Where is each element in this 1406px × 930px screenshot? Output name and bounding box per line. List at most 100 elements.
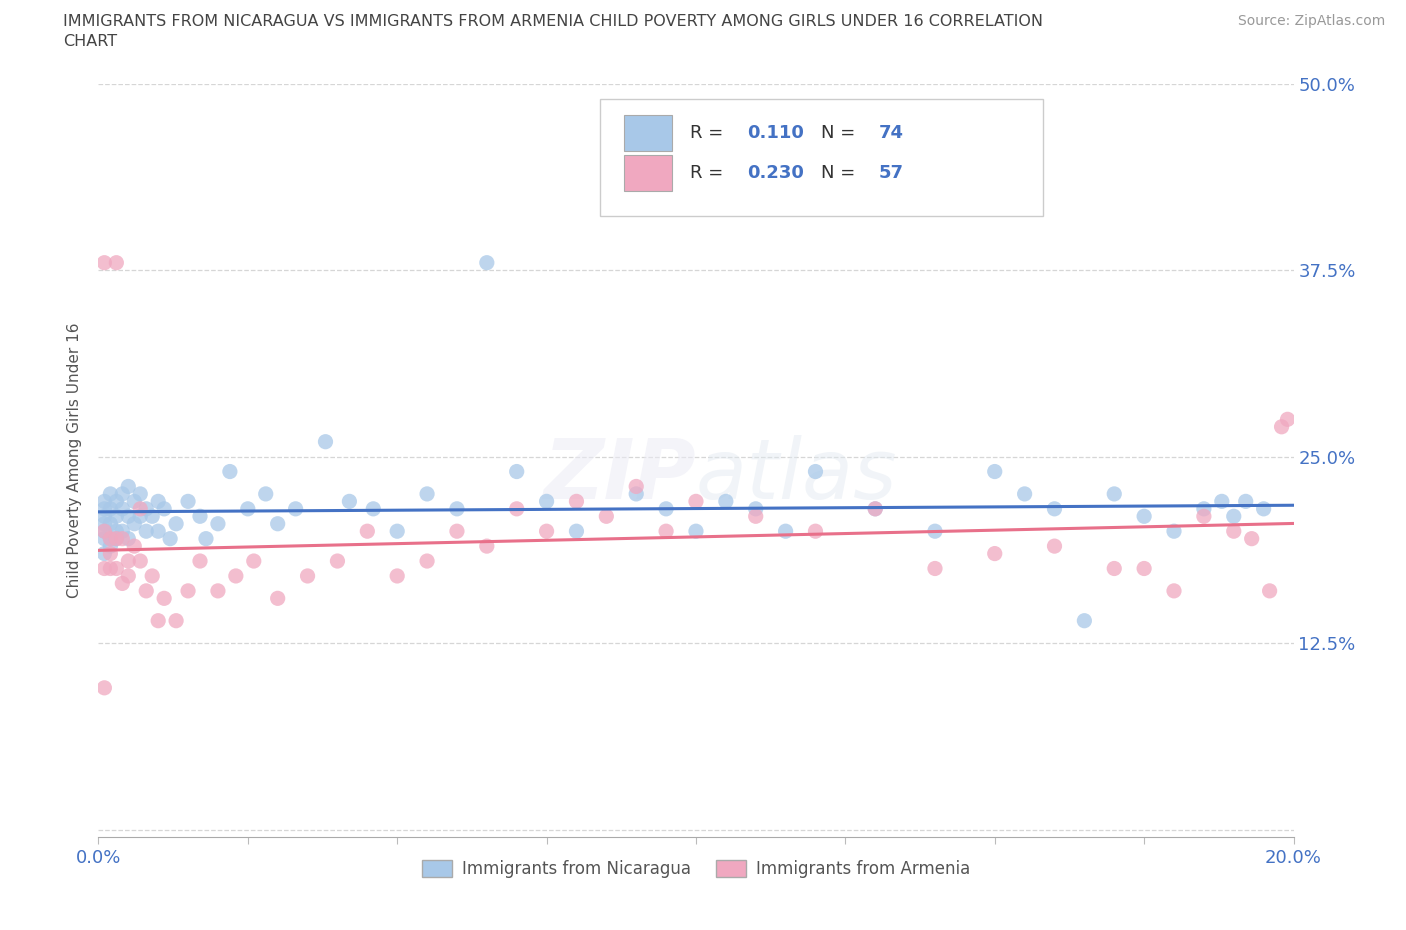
Point [93,546,115,561]
Point [565,494,588,509]
Point [93,255,115,270]
Point [1277,412,1299,427]
Text: R =: R = [690,164,728,181]
Text: ZIP: ZIP [543,435,696,516]
Point [124,494,146,509]
Point [117,553,139,568]
Text: 74: 74 [879,124,904,141]
Point [98,531,122,546]
Point [1223,524,1246,538]
Point [536,524,558,538]
Point [105,561,128,576]
Point [1073,613,1095,628]
Point [284,501,307,516]
Point [105,494,128,509]
Point [1234,494,1257,509]
Point [984,546,1007,561]
Point [385,568,409,583]
Point [1192,501,1215,516]
Point [475,255,498,270]
FancyBboxPatch shape [624,115,672,152]
Point [153,501,176,516]
Point [446,501,468,516]
Point [177,494,200,509]
Point [385,524,409,538]
Point [236,501,259,516]
Point [98,486,122,501]
Legend: Immigrants from Nicaragua, Immigrants from Armenia: Immigrants from Nicaragua, Immigrants fr… [415,854,977,885]
Text: IMMIGRANTS FROM NICARAGUA VS IMMIGRANTS FROM ARMENIA CHILD POVERTY AMONG GIRLS U: IMMIGRANTS FROM NICARAGUA VS IMMIGRANTS … [63,14,1043,29]
Point [105,509,128,524]
Point [111,501,134,516]
Point [165,516,187,531]
Point [111,524,134,538]
Point [685,524,707,538]
Point [363,501,385,516]
Point [93,524,115,538]
Point [159,531,181,546]
Y-axis label: Child Poverty Among Girls Under 16: Child Poverty Among Girls Under 16 [67,323,83,598]
Point [506,464,529,479]
Point [565,524,588,538]
Text: atlas: atlas [696,435,897,516]
Point [93,501,115,516]
Point [655,501,678,516]
Point [626,486,648,501]
Point [745,501,768,516]
Point [865,501,887,516]
Point [105,531,128,546]
Point [141,568,163,583]
Point [105,531,128,546]
Point [984,464,1007,479]
Text: 0.230: 0.230 [748,164,804,181]
Point [117,509,139,524]
Point [1240,531,1263,546]
Point [153,591,176,605]
Point [745,509,768,524]
Point [111,576,134,591]
FancyBboxPatch shape [600,99,1043,216]
Point [177,583,200,598]
Point [1223,509,1246,524]
Point [93,516,115,531]
Point [188,509,211,524]
Point [207,516,229,531]
Point [267,516,290,531]
Point [207,583,229,598]
Point [124,538,146,553]
Point [148,494,170,509]
Point [475,538,498,553]
Point [105,524,128,538]
Point [416,486,439,501]
Point [129,486,152,501]
Point [98,516,122,531]
Point [98,531,122,546]
Point [1163,583,1185,598]
Point [356,524,378,538]
Point [111,531,134,546]
Point [98,501,122,516]
Point [626,479,648,494]
Point [195,531,218,546]
Point [1271,419,1294,434]
Point [1192,509,1215,524]
Point [141,509,163,524]
Point [1104,561,1126,576]
Text: 57: 57 [879,164,904,181]
Point [416,553,439,568]
Point [148,613,170,628]
Point [225,568,247,583]
Point [243,553,266,568]
Point [148,524,170,538]
Point [924,524,946,538]
Point [93,509,115,524]
Text: R =: R = [690,124,728,141]
Point [254,486,277,501]
Point [865,501,887,516]
Point [1133,561,1156,576]
Point [804,464,827,479]
Point [93,681,115,696]
Point [93,524,115,538]
Point [93,561,115,576]
Point [165,613,187,628]
